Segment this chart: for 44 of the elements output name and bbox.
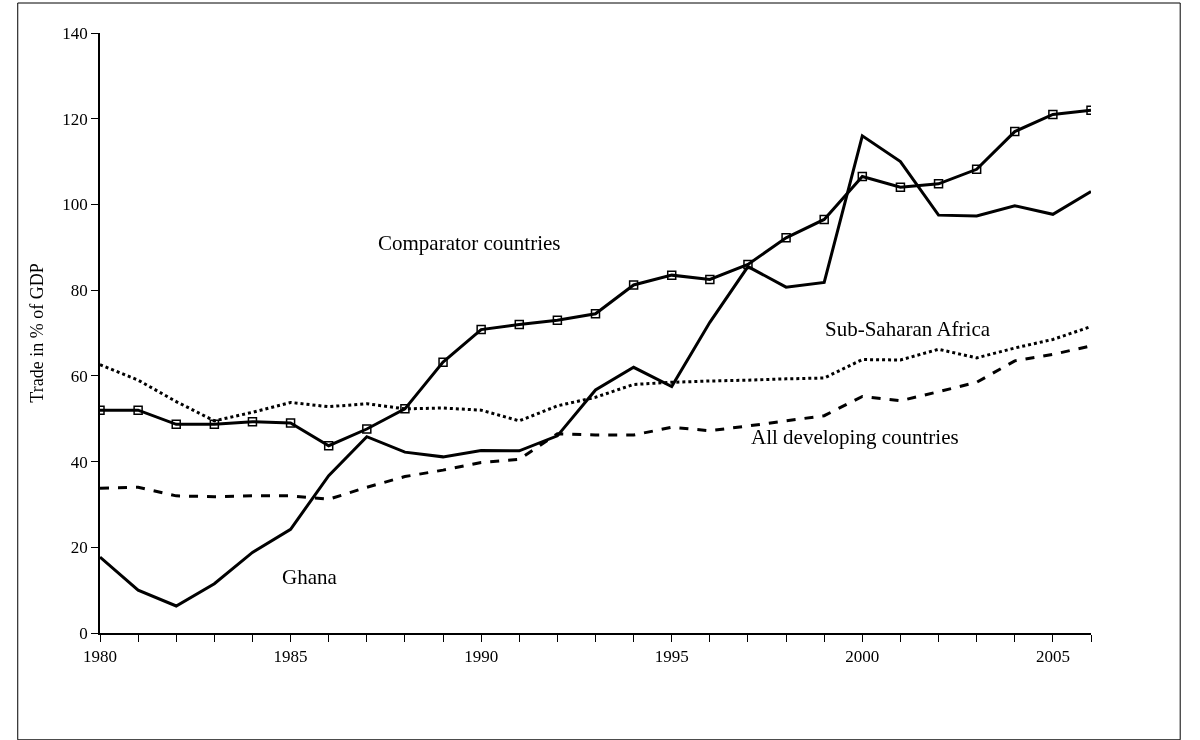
- x-tick-label: 1990: [464, 647, 499, 667]
- series-label: Ghana: [282, 565, 338, 589]
- x-tick-label: 2005: [1035, 647, 1070, 667]
- y-tick-label: 40: [70, 452, 88, 472]
- point: [323, 440, 334, 451]
- point: [819, 214, 829, 225]
- point: [590, 308, 601, 319]
- y-tick-label: 80: [70, 281, 88, 301]
- point: [781, 233, 791, 243]
- point: [285, 418, 296, 428]
- point: [857, 171, 868, 182]
- y-tick-label: 120: [62, 109, 88, 129]
- point: [476, 324, 486, 335]
- point: [971, 164, 982, 175]
- point: [400, 404, 410, 414]
- point: [666, 270, 677, 280]
- point: [362, 424, 372, 434]
- point: [743, 259, 753, 270]
- point: [247, 416, 258, 427]
- y-tick-label: 60: [70, 366, 88, 386]
- point: [171, 419, 181, 430]
- point: [1010, 126, 1020, 137]
- point: [705, 274, 715, 285]
- x-tick-label: 1980: [83, 647, 117, 667]
- x-tick-label: 2000: [845, 647, 880, 667]
- text: Comparator countries: [378, 231, 561, 255]
- y-tick-label: 140: [62, 23, 88, 43]
- x-tick-label: 1985: [273, 647, 308, 667]
- point: [1048, 109, 1058, 120]
- point: [895, 182, 906, 193]
- point: [133, 405, 143, 415]
- y-axis-title: Trade in % of GDP: [27, 263, 48, 403]
- point: [514, 319, 525, 330]
- series-label: Sub-Saharan Africa: [825, 317, 991, 341]
- point: [209, 419, 220, 430]
- series-label: All developing countries: [751, 425, 959, 449]
- point: [552, 315, 563, 325]
- y-tick-label: 100: [62, 195, 88, 215]
- point: [933, 179, 944, 189]
- point: [628, 280, 639, 290]
- y-tick-label: 0: [79, 623, 88, 643]
- y-tick-label: 20: [70, 538, 88, 558]
- point: [438, 357, 448, 367]
- x-tick-label: 1995: [654, 647, 689, 667]
